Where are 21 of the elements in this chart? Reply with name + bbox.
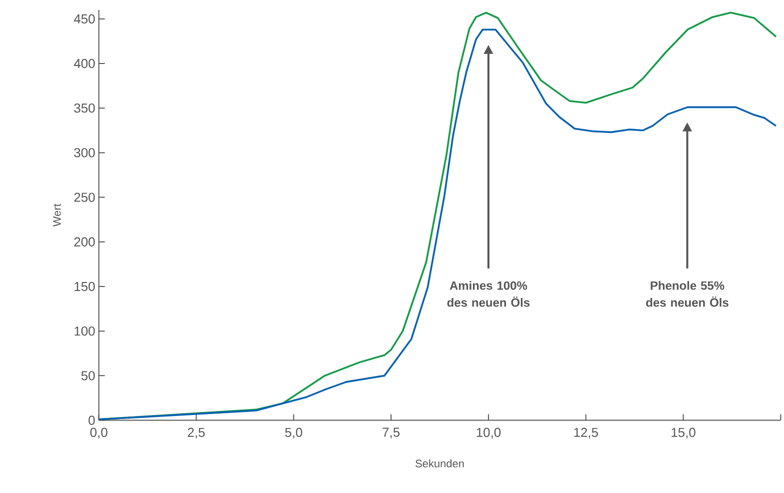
annotation: Phenole 55% des neuen Öls (646, 280, 728, 307)
y-tick-label: 400 (74, 58, 95, 68)
y-tick-label: 0 (88, 416, 95, 425)
x-tick-label: 5,0 (285, 428, 302, 438)
y-tick-label: 350 (74, 103, 95, 113)
y-tick-label: 50 (81, 371, 95, 380)
y-tick-label: 100 (74, 326, 95, 336)
y-axis-title: Wert (53, 204, 61, 226)
annotation: Amines 100% des neuen Öls (447, 280, 530, 307)
x-tick-label: 7,5 (382, 428, 400, 438)
x-tick-label: 2,5 (188, 428, 205, 438)
x-tick-label: 12,5 (574, 428, 598, 438)
x-axis-title: Sekunden (416, 459, 464, 468)
x-tick-label: 0,0 (90, 428, 108, 438)
y-tick-label: 450 (74, 14, 95, 24)
x-tick-label: 10,0 (476, 428, 501, 438)
y-tick-label: 150 (74, 282, 95, 291)
y-tick-label: 200 (74, 237, 95, 246)
x-tick-label: 15,0 (672, 428, 696, 438)
y-tick-label: 300 (74, 148, 95, 158)
y-tick-label: 250 (74, 192, 95, 202)
